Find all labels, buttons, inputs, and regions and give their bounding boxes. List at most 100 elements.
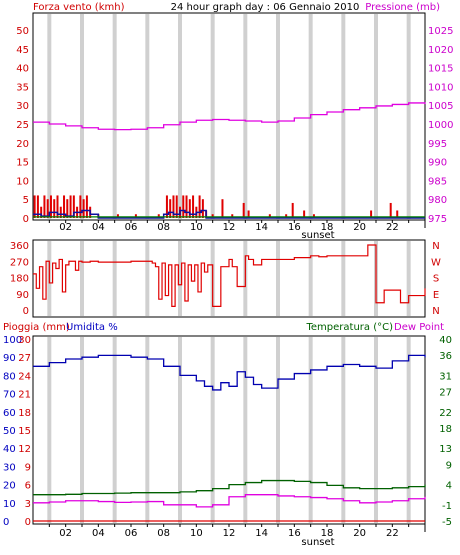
x-tick-label: 20 bbox=[353, 222, 366, 233]
temperature-tick-label: -1 bbox=[442, 501, 452, 512]
pressure-tick-label: 1025 bbox=[428, 26, 453, 37]
humidity-tick-label: 20 bbox=[3, 481, 16, 492]
rain-tick-label: 24 bbox=[18, 371, 31, 382]
humidity-line bbox=[33, 354, 426, 391]
wind-pressure-panel bbox=[32, 12, 426, 221]
x-tick-label: 10 bbox=[190, 528, 203, 539]
x-tick-label: 04 bbox=[92, 222, 105, 233]
pressure-tick-label: 990 bbox=[428, 158, 447, 169]
wind-tick-label: 35 bbox=[16, 82, 29, 93]
temperature-tick-label: -5 bbox=[442, 517, 452, 528]
temperature-tick-label: 22 bbox=[439, 408, 452, 419]
wind-tick-label: 0 bbox=[23, 214, 29, 225]
wind-tick-label: 25 bbox=[16, 120, 29, 131]
sunset-label: sunset bbox=[301, 537, 334, 548]
pressure-tick-label: 980 bbox=[428, 195, 447, 206]
compass-label: S bbox=[433, 274, 439, 285]
pressure-tick-label: 985 bbox=[428, 176, 447, 187]
x-tick-label: 14 bbox=[255, 222, 268, 233]
direction-tick-label: 90 bbox=[16, 290, 29, 301]
direction-tick-label: 270 bbox=[10, 257, 29, 268]
humidity-tick-label: 90 bbox=[3, 353, 16, 364]
rain-tick-label: 18 bbox=[18, 408, 31, 419]
x-tick-label: 04 bbox=[92, 528, 105, 539]
rain-tick-label: 12 bbox=[18, 444, 31, 455]
rain-tick-label: 6 bbox=[25, 481, 31, 492]
wind-tick-label: 20 bbox=[16, 139, 29, 150]
compass-label: N bbox=[432, 241, 439, 252]
humidity-tick-label: 30 bbox=[3, 462, 16, 473]
rain-tick-label: 3 bbox=[25, 499, 31, 510]
x-tick-label: 02 bbox=[59, 528, 72, 539]
direction-tick-label: 180 bbox=[10, 274, 29, 285]
temperature-tick-label: 36 bbox=[439, 351, 452, 362]
pressure-line bbox=[33, 102, 426, 131]
x-tick-label: 22 bbox=[386, 528, 399, 539]
x-tick-label: 18 bbox=[321, 528, 334, 539]
dewpoint-axis-title: Dew Point bbox=[394, 322, 444, 333]
humidity-tick-label: 100 bbox=[3, 335, 22, 346]
humidity-tick-label: 0 bbox=[3, 517, 9, 528]
rain-humidity-temperature-panel bbox=[32, 335, 426, 525]
sunset-label: sunset bbox=[301, 230, 334, 241]
humidity-tick-label: 60 bbox=[3, 408, 16, 419]
x-tick-label: 06 bbox=[125, 222, 138, 233]
direction-tick-label: 360 bbox=[10, 241, 29, 252]
wind-tick-label: 10 bbox=[16, 176, 29, 187]
x-tick-label: 12 bbox=[223, 222, 236, 233]
rain-tick-label: 9 bbox=[25, 462, 31, 473]
pressure-tick-label: 975 bbox=[428, 214, 447, 225]
wind-tick-label: 15 bbox=[16, 158, 29, 169]
wind-tick-label: 5 bbox=[23, 195, 29, 206]
direction-tick-label: 0 bbox=[23, 306, 29, 317]
dewpoint-line bbox=[33, 494, 426, 508]
rain-tick-label: 21 bbox=[18, 390, 31, 401]
wind-direction-panel bbox=[32, 239, 426, 318]
pressure-axis-title: Pressione (mb) bbox=[365, 2, 440, 13]
compass-label: E bbox=[433, 290, 439, 301]
rain-tick-label: 27 bbox=[18, 353, 31, 364]
compass-label: W bbox=[431, 257, 441, 268]
x-tick-label: 22 bbox=[386, 222, 399, 233]
humidity-tick-label: 70 bbox=[3, 390, 16, 401]
pressure-tick-label: 1020 bbox=[428, 45, 453, 56]
chart-title: 24 hour graph day : 06 Gennaio 2010 bbox=[171, 2, 360, 13]
humidity-tick-label: 40 bbox=[3, 444, 16, 455]
wind-tick-label: 50 bbox=[16, 26, 29, 37]
temperature-tick-label: 4 bbox=[446, 481, 452, 492]
x-tick-label: 16 bbox=[288, 528, 301, 539]
rain-tick-label: 0 bbox=[25, 517, 31, 528]
pressure-tick-label: 1010 bbox=[428, 82, 453, 93]
x-tick-label: 02 bbox=[59, 222, 72, 233]
wind-tick-label: 40 bbox=[16, 64, 29, 75]
wind-tick-label: 30 bbox=[16, 101, 29, 112]
temperature-axis-title: Temperatura (°C) bbox=[305, 322, 393, 333]
x-tick-label: 16 bbox=[288, 222, 301, 233]
x-tick-label: 08 bbox=[157, 528, 170, 539]
x-tick-label: 08 bbox=[157, 222, 170, 233]
wind-tick-label: 45 bbox=[16, 45, 29, 56]
temperature-tick-label: 31 bbox=[439, 371, 452, 382]
temperature-line bbox=[33, 479, 426, 496]
temperature-tick-label: 18 bbox=[439, 424, 452, 435]
rain-tick-label: 30 bbox=[18, 335, 31, 346]
compass-label: N bbox=[432, 306, 439, 317]
x-tick-label: 12 bbox=[223, 528, 236, 539]
temperature-tick-label: 13 bbox=[439, 444, 452, 455]
x-tick-label: 06 bbox=[125, 528, 138, 539]
wind-axis-title: Forza vento (kmh) bbox=[33, 2, 125, 13]
x-tick-label: 18 bbox=[321, 222, 334, 233]
humidity-tick-label: 50 bbox=[3, 426, 16, 437]
x-tick-label: 14 bbox=[255, 528, 268, 539]
pressure-tick-label: 995 bbox=[428, 139, 447, 150]
humidity-tick-label: 80 bbox=[3, 371, 16, 382]
direction-line bbox=[33, 244, 426, 307]
pressure-tick-label: 1005 bbox=[428, 101, 453, 112]
x-tick-label: 10 bbox=[190, 222, 203, 233]
pressure-tick-label: 1015 bbox=[428, 64, 453, 75]
humidity-axis-title: Umidita % bbox=[66, 322, 118, 333]
humidity-tick-label: 10 bbox=[3, 499, 16, 510]
temperature-tick-label: 27 bbox=[439, 388, 452, 399]
